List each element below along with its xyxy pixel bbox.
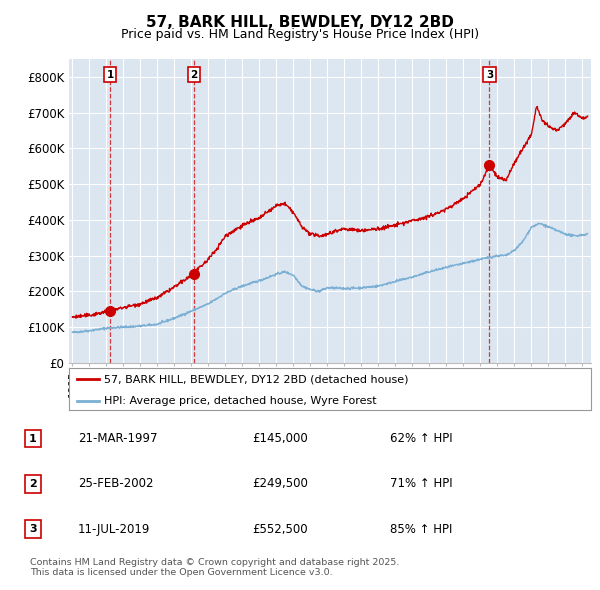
Text: 1: 1 [29, 434, 37, 444]
Text: £552,500: £552,500 [252, 523, 308, 536]
Text: 3: 3 [486, 70, 493, 80]
Text: £145,000: £145,000 [252, 432, 308, 445]
Text: 85% ↑ HPI: 85% ↑ HPI [390, 523, 452, 536]
Text: 57, BARK HILL, BEWDLEY, DY12 2BD: 57, BARK HILL, BEWDLEY, DY12 2BD [146, 15, 454, 30]
Text: £249,500: £249,500 [252, 477, 308, 490]
Text: 11-JUL-2019: 11-JUL-2019 [78, 523, 151, 536]
Text: 1: 1 [107, 70, 114, 80]
Text: 3: 3 [29, 524, 37, 534]
Text: 21-MAR-1997: 21-MAR-1997 [78, 432, 157, 445]
Text: Contains HM Land Registry data © Crown copyright and database right 2025.
This d: Contains HM Land Registry data © Crown c… [30, 558, 400, 577]
Text: 62% ↑ HPI: 62% ↑ HPI [390, 432, 452, 445]
Text: 25-FEB-2002: 25-FEB-2002 [78, 477, 154, 490]
Text: HPI: Average price, detached house, Wyre Forest: HPI: Average price, detached house, Wyre… [104, 396, 377, 406]
Text: Price paid vs. HM Land Registry's House Price Index (HPI): Price paid vs. HM Land Registry's House … [121, 28, 479, 41]
Text: 57, BARK HILL, BEWDLEY, DY12 2BD (detached house): 57, BARK HILL, BEWDLEY, DY12 2BD (detach… [104, 375, 409, 385]
Text: 2: 2 [190, 70, 197, 80]
Text: 2: 2 [29, 479, 37, 489]
Text: 71% ↑ HPI: 71% ↑ HPI [390, 477, 452, 490]
